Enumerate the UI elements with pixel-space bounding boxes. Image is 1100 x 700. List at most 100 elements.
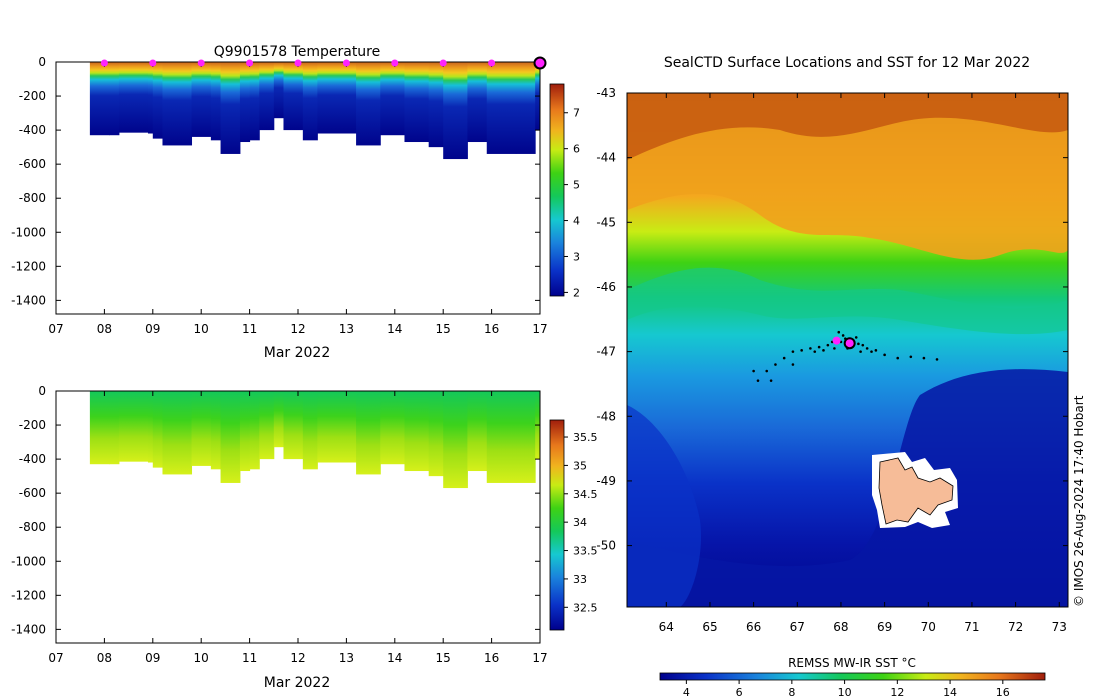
colorbar-tick-label: 32.5 xyxy=(573,601,598,614)
y-tick-label: 0 xyxy=(38,55,46,69)
section-column xyxy=(404,62,430,143)
section-column xyxy=(259,391,275,460)
section-column xyxy=(515,391,536,483)
x-tick-label: 64 xyxy=(659,620,674,634)
section-column xyxy=(428,391,444,477)
section-column xyxy=(147,391,154,463)
x-tick-label: 12 xyxy=(290,322,305,336)
track-point xyxy=(833,347,836,350)
section-column xyxy=(404,391,430,472)
colorbar-tick-label: 7 xyxy=(573,107,580,120)
track-point xyxy=(765,369,769,373)
colorbar-tick-label: 5 xyxy=(573,179,580,192)
temperature-columns xyxy=(89,62,540,160)
section-column xyxy=(336,391,357,463)
section-column xyxy=(302,391,318,470)
track-point xyxy=(752,369,755,373)
x-tick-label: 70 xyxy=(921,620,936,634)
y-tick-label: -46 xyxy=(596,280,616,294)
section-column xyxy=(152,62,163,139)
salinity-xlabel: Mar 2022 xyxy=(264,675,331,691)
y-tick-label: -1200 xyxy=(11,588,46,602)
section-column xyxy=(467,62,488,143)
x-tick-label: 17 xyxy=(532,651,547,665)
section-column xyxy=(380,62,405,136)
x-tick-label: 10 xyxy=(194,322,209,336)
salinity-colorbar xyxy=(549,419,565,631)
salinity-panel: 0 -200 -400 -600 -800 -1000 -1200 -1400 07 08 09 10… xyxy=(11,384,597,691)
x-tick-label: 17 xyxy=(532,322,547,336)
x-tick-label: 12 xyxy=(290,651,305,665)
x-tick-label: 14 xyxy=(387,651,402,665)
credit-text: © IMOS 26-Aug-2024 17:40 Hobart xyxy=(1072,395,1086,607)
section-column xyxy=(249,391,260,470)
track-point xyxy=(826,343,830,347)
sst-colorbar-label: REMSS MW-IR SST °C xyxy=(788,656,916,670)
section-column xyxy=(89,62,110,136)
sst-colorbar xyxy=(659,672,1046,681)
track-point xyxy=(865,347,869,350)
map-title: SealCTD Surface Locations and SST for 12… xyxy=(664,55,1030,71)
section-column xyxy=(273,62,284,119)
temperature-title: Q9901578 Temperature xyxy=(214,44,381,60)
y-tick-label: -43 xyxy=(596,86,616,100)
section-column xyxy=(336,62,357,134)
y-tick-label: -1000 xyxy=(11,225,46,239)
x-tick-label: 68 xyxy=(833,620,848,634)
colorbar-tick-label: 3 xyxy=(573,250,580,263)
section-column xyxy=(109,391,120,465)
y-tick-label: -400 xyxy=(19,452,46,466)
section-column xyxy=(515,62,536,154)
section-column xyxy=(467,391,488,472)
colorbar-tick-label: 35.5 xyxy=(573,431,598,444)
y-tick-label: 0 xyxy=(38,384,46,398)
map-axes-box xyxy=(626,92,1069,608)
x-tick-label: 11 xyxy=(242,651,257,665)
x-tick-label: 09 xyxy=(145,651,160,665)
section-column xyxy=(443,391,468,489)
recent-location-marker xyxy=(832,336,841,345)
colorbar-tick-label: 4 xyxy=(683,686,690,699)
section-column xyxy=(118,391,149,462)
sst-warm-band xyxy=(627,93,1068,260)
sst-field xyxy=(627,93,1068,607)
y-tick-label: -600 xyxy=(19,157,46,171)
section-column xyxy=(273,391,284,448)
section-column xyxy=(89,391,110,465)
profile-marker xyxy=(246,59,254,67)
x-tick-label: 16 xyxy=(484,322,499,336)
track-point xyxy=(813,350,817,353)
seal-track xyxy=(752,330,939,383)
track-point xyxy=(896,356,900,360)
x-tick-label: 72 xyxy=(1008,620,1023,634)
track-point xyxy=(791,363,795,366)
colorbar-tick-label: 16 xyxy=(996,686,1010,699)
profile-marker xyxy=(294,59,302,67)
track-point xyxy=(782,356,786,360)
map-axes: 64 65 66 67 68 69 70 71 72 73 -43 -44 -45 -46 -47 -48 -4… xyxy=(596,86,1068,634)
x-tick-label: 71 xyxy=(964,620,979,634)
profile-marker xyxy=(197,59,205,67)
y-tick-label: -47 xyxy=(596,345,616,359)
y-tick-label: -200 xyxy=(19,89,46,103)
section-column xyxy=(283,391,304,460)
track-point xyxy=(809,347,812,350)
sst-hot-band xyxy=(627,93,1068,160)
section-column xyxy=(283,62,304,131)
x-tick-label: 69 xyxy=(877,620,892,634)
colorbar-tick-label: 33.5 xyxy=(573,545,598,558)
section-column xyxy=(109,62,120,136)
y-tick-label: -45 xyxy=(596,215,616,229)
section-column xyxy=(356,62,381,146)
temperature-panel: Q9901578 Temperature 0 -200 -400 -600 -800 -1… xyxy=(11,44,580,361)
track-point xyxy=(857,342,860,346)
temperature-axes: 0 -200 -400 -600 -800 -1000 -1200 -1400 07 08 09 10… xyxy=(11,55,548,336)
x-tick-label: 14 xyxy=(387,322,402,336)
track-point xyxy=(817,345,821,349)
track-point xyxy=(822,349,825,352)
y-tick-label: -1400 xyxy=(11,622,46,636)
y-tick-label: -50 xyxy=(596,539,616,553)
sst-map-panel: SealCTD Surface Locations and SST for 12… xyxy=(596,55,1086,699)
kerguelen-island xyxy=(878,457,954,525)
